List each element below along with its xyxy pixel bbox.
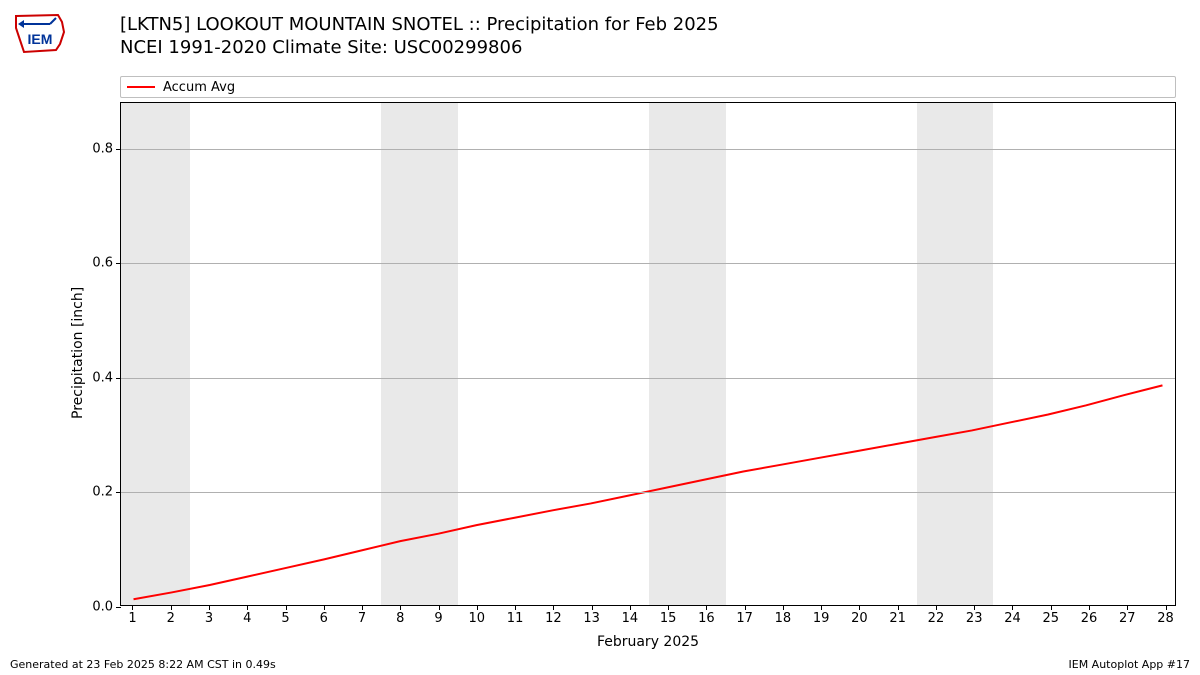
x-tick-mark: [132, 605, 133, 610]
x-tick-mark: [592, 605, 593, 610]
legend-swatch: [127, 86, 155, 88]
chart-page: IEM [LKTN5] LOOKOUT MOUNTAIN SNOTEL :: P…: [0, 0, 1200, 675]
x-tick-mark: [1012, 605, 1013, 610]
x-tick-mark: [553, 605, 554, 610]
logo-text: IEM: [28, 31, 53, 47]
x-tick-mark: [898, 605, 899, 610]
x-tick-mark: [668, 605, 669, 610]
x-axis-label: February 2025: [597, 634, 699, 650]
x-tick-mark: [324, 605, 325, 610]
x-tick-mark: [209, 605, 210, 610]
x-tick-mark: [630, 605, 631, 610]
x-tick-mark: [1127, 605, 1128, 610]
x-tick-mark: [439, 605, 440, 610]
x-tick-mark: [821, 605, 822, 610]
line-series-svg: [121, 103, 1175, 605]
y-tick-mark: [116, 149, 121, 150]
gridline: [121, 492, 1175, 493]
x-tick-mark: [1051, 605, 1052, 610]
y-tick-mark: [116, 492, 121, 493]
chart-title: [LKTN5] LOOKOUT MOUNTAIN SNOTEL :: Preci…: [120, 14, 719, 59]
y-tick-mark: [116, 378, 121, 379]
x-tick-mark: [936, 605, 937, 610]
footer-generated: Generated at 23 Feb 2025 8:22 AM CST in …: [10, 658, 276, 671]
x-tick-mark: [286, 605, 287, 610]
y-tick-mark: [116, 607, 121, 608]
legend: Accum Avg: [120, 76, 1176, 98]
x-tick-mark: [1089, 605, 1090, 610]
gridline: [121, 378, 1175, 379]
gridline: [121, 263, 1175, 264]
x-tick-mark: [400, 605, 401, 610]
title-line-1: [LKTN5] LOOKOUT MOUNTAIN SNOTEL :: Preci…: [120, 14, 719, 37]
x-tick-mark: [515, 605, 516, 610]
footer-app: IEM Autoplot App #17: [1069, 658, 1191, 671]
plot-area: 0.00.20.40.60.81234567891011121314151617…: [120, 102, 1176, 606]
x-tick-mark: [974, 605, 975, 610]
title-line-2: NCEI 1991-2020 Climate Site: USC00299806: [120, 37, 719, 60]
iem-logo: IEM: [10, 10, 70, 60]
x-tick-mark: [362, 605, 363, 610]
x-tick-mark: [477, 605, 478, 610]
legend-label: Accum Avg: [163, 80, 235, 95]
y-axis-label: Precipitation [inch]: [70, 287, 86, 419]
x-tick-mark: [706, 605, 707, 610]
x-tick-mark: [745, 605, 746, 610]
x-tick-mark: [1166, 605, 1167, 610]
x-tick-mark: [171, 605, 172, 610]
x-tick-mark: [859, 605, 860, 610]
y-tick-mark: [116, 263, 121, 264]
x-tick-mark: [783, 605, 784, 610]
x-tick-mark: [247, 605, 248, 610]
gridline: [121, 149, 1175, 150]
